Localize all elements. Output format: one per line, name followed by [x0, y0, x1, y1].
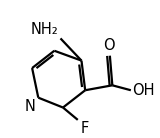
- Text: NH₂: NH₂: [30, 22, 58, 37]
- Text: N: N: [25, 99, 36, 114]
- Text: OH: OH: [132, 83, 155, 98]
- Text: O: O: [103, 38, 114, 53]
- Text: F: F: [80, 121, 88, 136]
